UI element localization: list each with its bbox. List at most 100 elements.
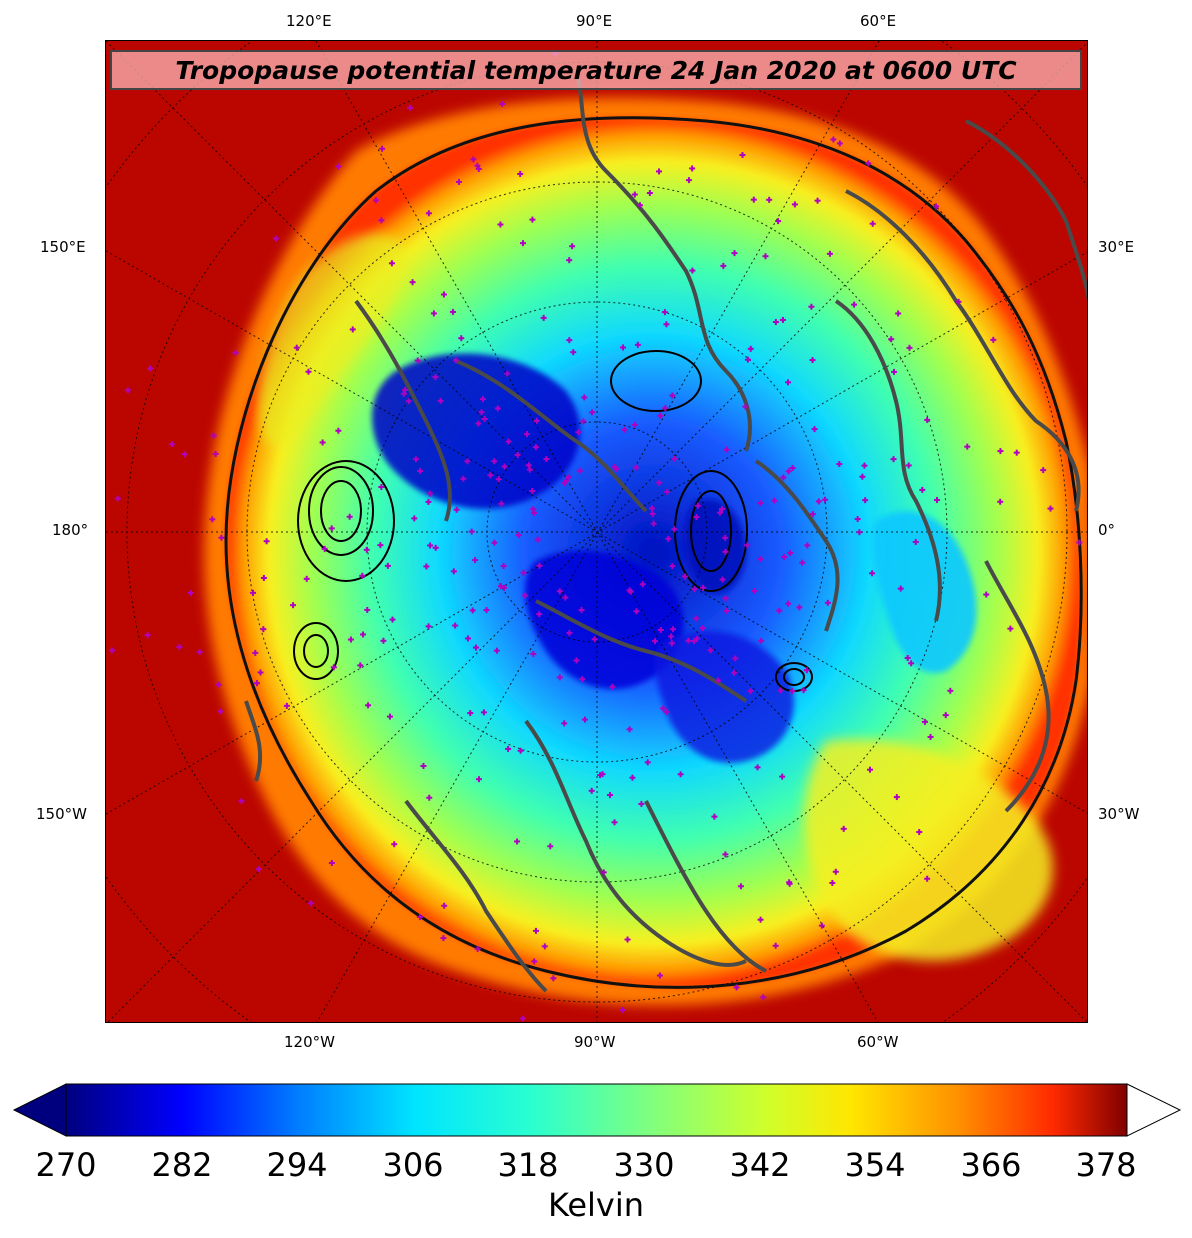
station-marker: [295, 344, 298, 351]
station-marker: [454, 357, 457, 364]
station-marker: [126, 387, 129, 394]
station-marker: [684, 573, 687, 580]
station-marker: [651, 510, 654, 517]
station-marker: [820, 922, 823, 929]
station-marker: [564, 594, 567, 601]
colorbar-tick-306: 306: [382, 1146, 444, 1184]
station-marker: [466, 458, 469, 465]
atlantic-trough: [871, 511, 977, 673]
pacific-ridge: [258, 233, 408, 447]
station-marker: [477, 165, 480, 172]
station-marker: [718, 509, 721, 516]
station-marker: [234, 349, 237, 356]
station-marker: [443, 902, 446, 909]
station-marker: [381, 145, 384, 152]
tropopause-map: [106, 41, 1087, 1022]
station-marker: [864, 497, 867, 504]
station-marker: [305, 575, 308, 582]
station-marker: [568, 337, 571, 344]
station-marker: [816, 197, 819, 204]
station-marker: [255, 680, 258, 687]
station-marker: [779, 687, 782, 694]
station-marker: [571, 243, 574, 250]
station-marker: [725, 607, 728, 614]
station-marker: [853, 301, 856, 308]
station-marker: [753, 587, 756, 594]
station-marker: [545, 456, 548, 463]
station-marker: [696, 502, 699, 509]
station-marker: [762, 994, 765, 1001]
station-marker: [549, 843, 552, 850]
station-marker: [386, 562, 389, 569]
station-marker: [774, 319, 777, 326]
station-marker: [178, 643, 181, 650]
station-marker: [580, 607, 583, 614]
station-marker: [564, 477, 567, 484]
station-marker: [999, 498, 1002, 505]
station-marker: [323, 545, 326, 552]
station-marker: [777, 218, 780, 225]
station-marker: [614, 465, 617, 472]
station-marker: [466, 635, 469, 642]
station-marker: [211, 516, 214, 523]
station-marker: [918, 829, 921, 836]
station-marker: [502, 562, 505, 569]
station-marker: [558, 674, 561, 681]
station-marker: [702, 584, 705, 591]
station-marker: [664, 405, 667, 412]
station-marker: [611, 683, 614, 690]
station-marker: [671, 392, 674, 399]
station-marker: [646, 759, 649, 766]
station-marker: [214, 450, 217, 457]
station-marker: [693, 638, 696, 645]
station-marker: [897, 310, 900, 317]
station-marker: [380, 217, 383, 224]
station-marker: [696, 635, 699, 642]
station-marker: [626, 936, 629, 943]
station-marker: [735, 984, 738, 991]
station-marker: [1015, 449, 1018, 456]
station-marker: [1042, 467, 1045, 474]
station-marker: [388, 713, 391, 720]
station-marker: [654, 638, 657, 645]
station-marker: [390, 260, 393, 267]
station-marker: [999, 448, 1002, 455]
station-marker: [787, 468, 790, 475]
station-marker: [633, 191, 636, 198]
station-marker: [418, 913, 421, 920]
station-marker: [493, 458, 496, 465]
station-marker: [170, 441, 173, 448]
station-marker: [944, 712, 947, 719]
station-marker: [568, 629, 571, 636]
station-marker: [330, 525, 333, 532]
station-marker: [921, 486, 924, 493]
station-marker: [532, 510, 535, 517]
station-marker: [480, 409, 483, 416]
station-marker: [670, 640, 673, 647]
station-marker: [349, 636, 352, 643]
station-marker: [949, 687, 952, 694]
station-marker: [892, 456, 895, 463]
station-marker: [813, 426, 816, 433]
map-panel: [105, 40, 1088, 1023]
colorbar-tick-378: 378: [1075, 1146, 1137, 1184]
station-marker: [992, 336, 995, 343]
colorbar-tick-282: 282: [151, 1146, 213, 1184]
station-marker: [744, 403, 747, 410]
station-marker: [749, 345, 752, 352]
station-marker: [659, 412, 662, 419]
station-marker: [254, 649, 257, 656]
station-marker: [581, 676, 584, 683]
station-marker: [923, 718, 926, 725]
station-marker: [413, 515, 416, 522]
station-marker: [519, 170, 522, 177]
colorbar-low-extend: [12, 1083, 67, 1137]
station-marker: [470, 528, 473, 535]
station-marker: [149, 365, 152, 372]
station-marker: [524, 592, 527, 599]
station-marker: [832, 136, 835, 143]
lon-label-top-120e: 120°E: [286, 12, 332, 30]
station-marker: [863, 462, 866, 469]
lon-label-left-180: 180°: [52, 521, 89, 539]
station-marker: [457, 178, 460, 185]
